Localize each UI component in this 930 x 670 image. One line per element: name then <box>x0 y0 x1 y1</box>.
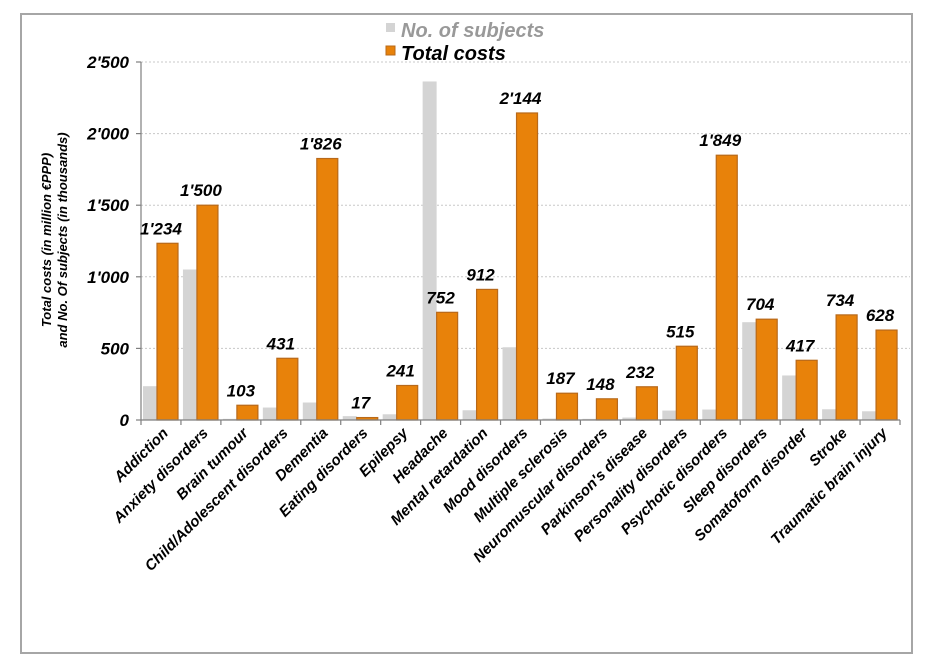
y-tick-label: 0 <box>120 411 130 430</box>
bar-costs <box>755 318 778 421</box>
data-label-costs: 734 <box>826 291 855 310</box>
bar-costs <box>396 384 419 421</box>
data-label-costs: 628 <box>866 306 895 325</box>
legend-marker-subjects <box>386 23 395 32</box>
bar-subjects <box>302 402 317 420</box>
data-label-costs: 431 <box>266 334 295 353</box>
bar-costs <box>595 398 619 421</box>
y-axis-title-line1: Total costs (in million €PPP) <box>39 153 54 327</box>
bar-costs <box>196 204 219 421</box>
bar-subjects <box>382 414 397 420</box>
bar-costs <box>236 404 259 421</box>
bar-costs <box>515 112 539 421</box>
bar-subjects <box>822 409 837 420</box>
y-tick-label: 2'000 <box>86 125 129 144</box>
bar-subjects <box>742 322 757 420</box>
bar-subjects <box>462 410 477 420</box>
y-tick-label: 2'500 <box>86 53 129 72</box>
bar-costs <box>835 314 858 421</box>
y-tick-label: 1'000 <box>87 268 129 287</box>
data-label-costs: 1'500 <box>180 181 222 200</box>
axes: 0 500 1'000 1'500 2'000 2'500 <box>86 53 901 430</box>
bar-costs <box>156 242 179 421</box>
data-label-costs: 912 <box>466 265 495 284</box>
data-label-costs: 417 <box>785 336 816 355</box>
y-tick-label: 500 <box>101 339 130 358</box>
data-label-costs: 232 <box>625 363 655 382</box>
bar-costs <box>635 386 658 421</box>
data-label-costs: 515 <box>666 322 695 341</box>
bars <box>143 81 898 421</box>
data-label-costs: 241 <box>385 361 414 380</box>
bar-subjects <box>622 417 637 420</box>
bar-subjects <box>182 269 197 420</box>
bar-subjects <box>662 410 677 420</box>
bar-costs <box>475 288 499 421</box>
bar-subjects <box>422 81 437 421</box>
legend-label-subjects: No. of subjects <box>401 20 544 42</box>
y-axis-title: Total costs (in million €PPP) and No. Of… <box>39 132 70 347</box>
bar-costs <box>675 345 698 421</box>
data-label-costs: 17 <box>351 394 371 413</box>
data-label-costs: 1'826 <box>300 135 342 154</box>
bar-costs <box>875 329 898 421</box>
bar-subjects <box>342 416 357 420</box>
legend-marker-costs <box>385 45 396 56</box>
data-label-costs: 2'144 <box>499 89 542 108</box>
data-label-costs: 1'849 <box>699 131 741 150</box>
bar-subjects <box>782 375 797 420</box>
bar-costs <box>715 154 738 421</box>
data-label-costs: 1'234 <box>140 219 182 238</box>
bar-subjects <box>542 418 557 420</box>
bar-subjects <box>143 386 157 420</box>
data-labels: 1'234 1'500 103 431 1'826 17 241 752 912 2'144 187… <box>140 89 895 413</box>
bar-costs <box>555 392 579 421</box>
bar-costs <box>436 311 459 421</box>
data-label-costs: 103 <box>227 381 256 400</box>
bar-subjects <box>262 407 277 420</box>
data-label-costs: 704 <box>746 295 775 314</box>
bar-subjects <box>502 347 517 420</box>
data-label-costs: 752 <box>426 288 455 307</box>
bar-costs <box>276 357 299 421</box>
data-label-costs: 148 <box>586 375 615 394</box>
y-tick-label: 1'500 <box>87 196 129 215</box>
bar-subjects <box>862 411 877 420</box>
legend-label-costs: Total costs <box>401 43 506 65</box>
bar-subjects <box>702 409 717 420</box>
bar-costs <box>795 359 818 421</box>
legend: No. of subjects Total costs <box>385 20 544 65</box>
data-label-costs: 187 <box>546 369 576 388</box>
bar-costs <box>316 157 339 421</box>
y-axis-title-line2: and No. Of subjects (in thousands) <box>55 132 70 347</box>
